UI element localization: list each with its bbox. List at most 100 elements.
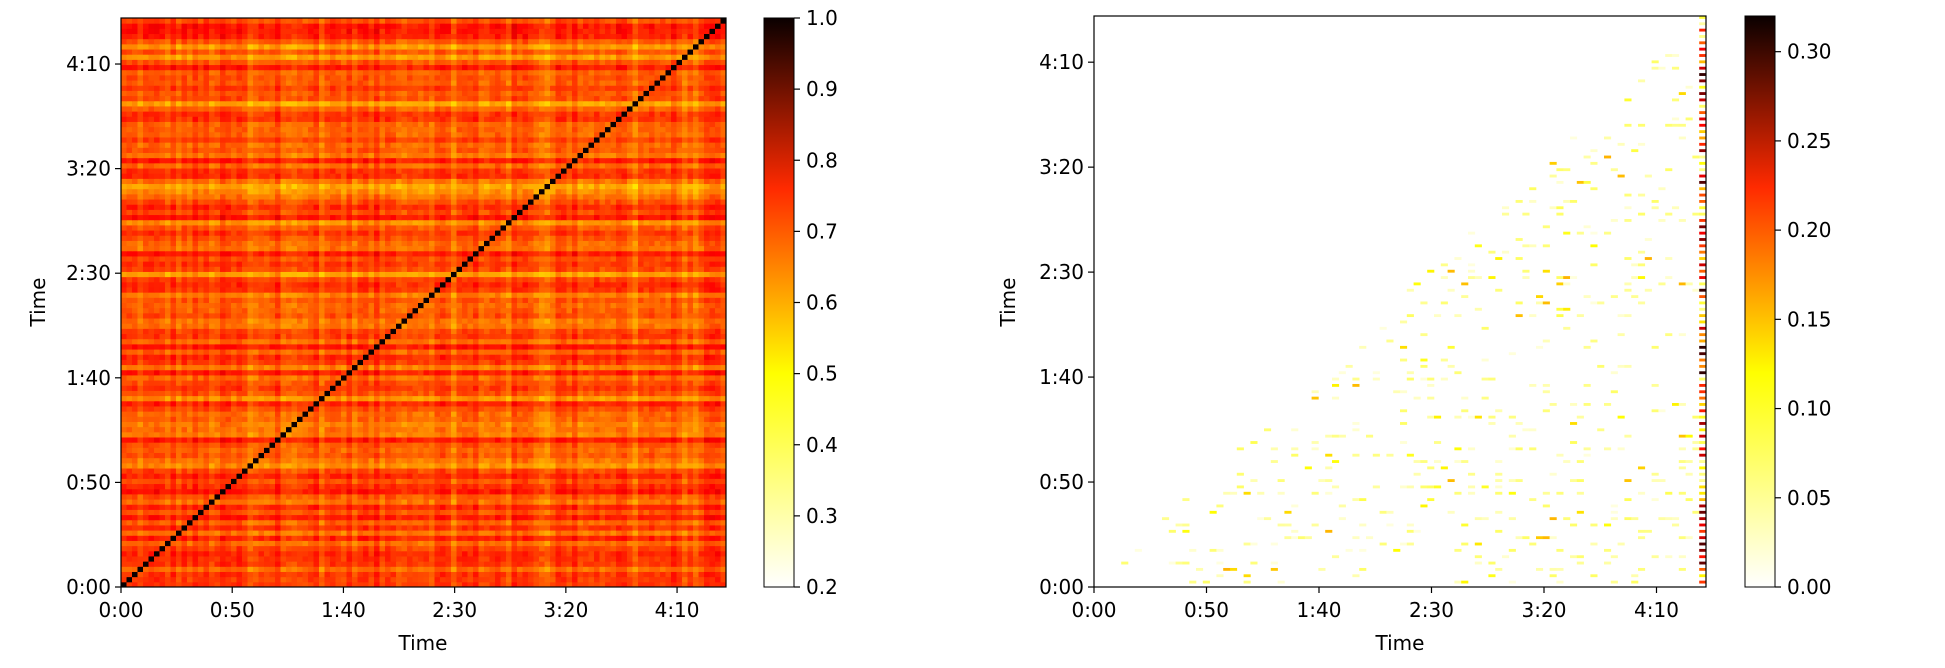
left-heatmap-cell bbox=[143, 349, 149, 355]
left-heatmap-cell bbox=[176, 468, 182, 474]
left-heatmap-cell bbox=[247, 447, 254, 454]
left-heatmap-cell bbox=[561, 561, 567, 567]
left-heatmap-cell bbox=[418, 535, 424, 541]
left-heatmap-cell bbox=[517, 447, 523, 454]
left-heatmap-cell bbox=[489, 540, 496, 547]
left-heatmap-cell bbox=[462, 364, 468, 371]
left-heatmap-cell bbox=[209, 519, 215, 526]
left-heatmap-cell bbox=[330, 555, 336, 562]
left-heatmap-cell bbox=[198, 405, 204, 412]
left-heatmap-cell bbox=[258, 555, 265, 562]
left-heatmap-cell bbox=[220, 545, 226, 552]
left-heatmap-cell bbox=[286, 519, 292, 526]
left-heatmap-cell bbox=[627, 374, 633, 381]
left-heatmap-cell bbox=[550, 426, 556, 433]
left-heatmap-cell bbox=[418, 524, 424, 531]
left-heatmap-cell bbox=[132, 400, 138, 407]
left-heatmap-cell bbox=[660, 431, 666, 438]
left-heatmap-cell bbox=[363, 447, 369, 454]
left-heatmap-cell bbox=[214, 519, 221, 526]
left-heatmap-cell bbox=[121, 519, 127, 526]
left-heatmap-cell bbox=[561, 473, 567, 479]
left-heatmap-cell bbox=[220, 390, 226, 397]
left-heatmap-cell bbox=[671, 395, 677, 402]
left-heatmap-cell bbox=[478, 374, 485, 381]
left-heatmap-cell bbox=[429, 571, 435, 578]
left-heatmap-cell bbox=[610, 364, 617, 371]
left-heatmap-cell bbox=[456, 468, 463, 474]
left-heatmap-cell bbox=[159, 411, 166, 417]
left-heatmap-cell bbox=[319, 447, 325, 454]
left-heatmap-cell bbox=[335, 576, 342, 583]
left-heatmap-cell bbox=[346, 369, 353, 376]
left-heatmap-cell bbox=[231, 364, 237, 371]
left-heatmap-cell bbox=[539, 493, 545, 500]
left-heatmap-cell bbox=[577, 436, 584, 443]
left-heatmap-cell bbox=[638, 442, 644, 448]
left-heatmap-cell bbox=[506, 468, 512, 474]
left-heatmap-cell bbox=[429, 462, 435, 469]
left-heatmap-cell bbox=[341, 535, 347, 541]
left-heatmap-cell bbox=[121, 555, 127, 562]
left-heatmap-cell bbox=[242, 400, 248, 407]
left-heatmap-cell bbox=[187, 473, 193, 479]
left-heatmap-cell bbox=[335, 468, 342, 474]
left-heatmap-cell bbox=[654, 400, 661, 407]
left-heatmap-cell bbox=[649, 405, 655, 412]
left-heatmap-cell bbox=[198, 421, 204, 428]
left-heatmap-cell bbox=[176, 540, 182, 547]
left-heatmap-cell bbox=[687, 550, 694, 557]
left-heatmap-cell bbox=[643, 550, 650, 557]
left-heatmap-cell bbox=[225, 524, 232, 531]
left-heatmap-cell bbox=[715, 473, 721, 479]
left-heatmap-cell bbox=[368, 555, 375, 562]
left-heatmap-cell bbox=[440, 493, 446, 500]
left-heatmap-cell bbox=[418, 581, 424, 588]
left-heatmap-cell bbox=[709, 380, 716, 386]
left-heatmap-cell bbox=[330, 499, 336, 505]
left-heatmap-cell bbox=[682, 447, 688, 454]
left-heatmap-cell bbox=[187, 468, 193, 474]
left-heatmap-cell bbox=[687, 400, 694, 407]
left-heatmap-cell bbox=[264, 385, 270, 391]
left-heatmap-cell bbox=[418, 550, 424, 557]
left-heatmap-cell bbox=[198, 519, 204, 526]
left-heatmap-cell bbox=[401, 566, 408, 572]
left-heatmap-cell bbox=[291, 369, 298, 376]
left-heatmap-cell bbox=[517, 561, 523, 567]
left-heatmap-cell bbox=[715, 514, 721, 521]
left-heatmap-cell bbox=[121, 581, 127, 588]
left-heatmap-cell bbox=[500, 426, 507, 433]
left-heatmap-cell bbox=[451, 524, 457, 531]
left-heatmap-cell bbox=[121, 395, 127, 402]
left-heatmap-cell bbox=[143, 405, 149, 412]
left-heatmap-cell bbox=[412, 354, 419, 360]
left-heatmap-cell bbox=[143, 390, 149, 397]
left-heatmap-cell bbox=[231, 421, 237, 428]
left-heatmap-cell bbox=[214, 524, 221, 531]
left-heatmap-cell bbox=[649, 509, 655, 516]
left-heatmap-cell bbox=[704, 550, 710, 557]
left-heatmap-cell bbox=[462, 483, 468, 490]
left-heatmap-cell bbox=[203, 519, 210, 526]
left-heatmap-cell bbox=[275, 385, 281, 391]
left-heatmap-cell bbox=[462, 561, 468, 567]
left-heatmap-cell bbox=[720, 504, 727, 510]
left-heatmap-cell bbox=[434, 473, 441, 479]
left-heatmap-cell bbox=[671, 354, 677, 360]
left-heatmap-cell bbox=[280, 561, 287, 567]
left-heatmap-cell bbox=[220, 540, 226, 547]
left-heatmap-cell bbox=[544, 385, 551, 391]
left-heatmap-cell bbox=[478, 431, 485, 438]
left-heatmap-cell bbox=[660, 369, 666, 376]
left-heatmap-cell bbox=[561, 483, 567, 490]
left-heatmap-cell bbox=[621, 514, 628, 521]
left-heatmap-cell bbox=[374, 354, 380, 360]
left-heatmap-cell bbox=[506, 421, 512, 428]
left-heatmap-cell bbox=[429, 426, 435, 433]
left-heatmap-cell bbox=[632, 519, 639, 526]
left-heatmap-cell bbox=[297, 561, 303, 567]
left-heatmap-cell bbox=[302, 395, 309, 402]
left-heatmap-cell bbox=[352, 581, 358, 588]
left-heatmap-cell bbox=[671, 488, 677, 495]
